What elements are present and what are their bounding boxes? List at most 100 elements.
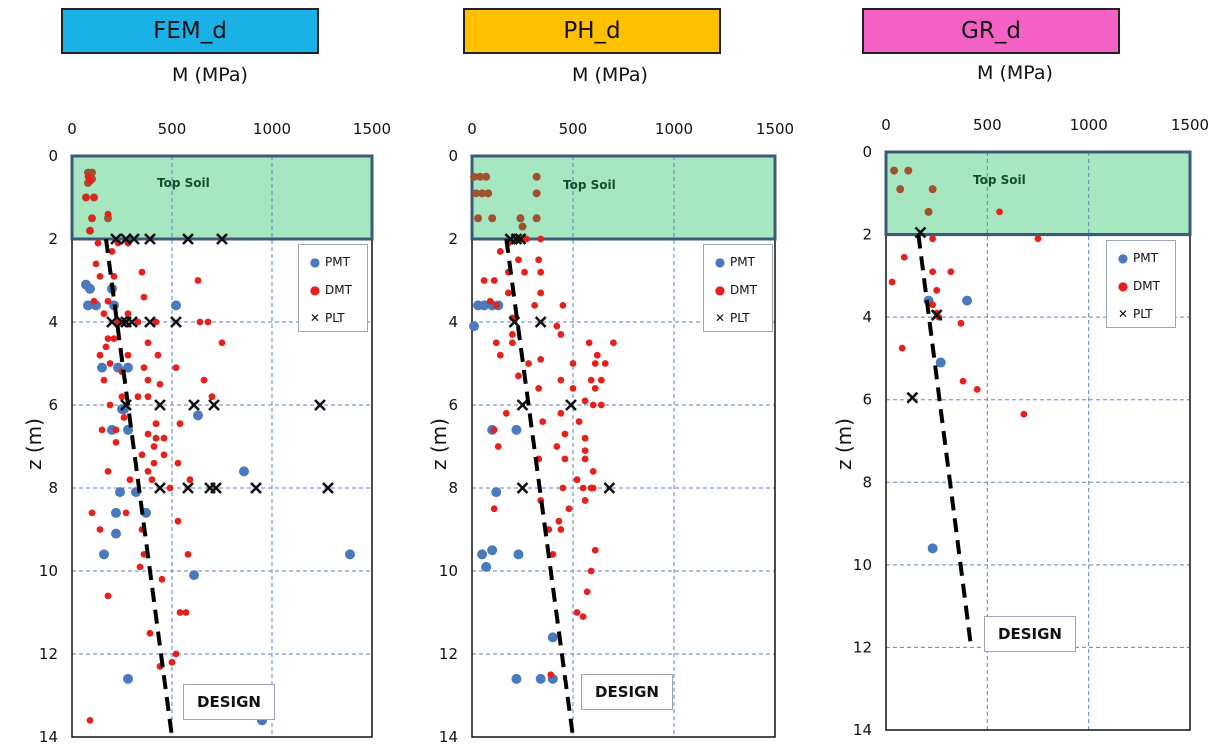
y-tick-label: 6 — [448, 396, 458, 414]
legend-item-dmt: ● DMT — [712, 283, 757, 297]
dmt-point — [144, 393, 152, 401]
x-tick-label: 500 — [973, 116, 1002, 134]
dmt-point — [601, 360, 609, 367]
dmt-point — [120, 414, 128, 421]
plt-point — [906, 391, 919, 404]
plt-point — [126, 316, 138, 328]
y-axis-label: z (m) — [831, 418, 856, 470]
legend-pmt-marker: ● — [309, 255, 321, 269]
dmt-point — [126, 476, 134, 484]
legend-pmt-label: PMT — [325, 255, 350, 269]
pmt-point — [111, 528, 121, 539]
pmt-point — [123, 673, 133, 684]
dmt-point — [86, 177, 94, 185]
dmt-point — [597, 376, 605, 384]
y-tick-label: 4 — [448, 313, 458, 331]
dmt-point — [172, 650, 180, 658]
legend: ● PMT ● DMT ✕ PLT — [703, 244, 773, 332]
dmt-point — [535, 385, 543, 392]
dmt-point — [196, 318, 204, 326]
plt-stroke — [930, 309, 943, 321]
top-soil-band — [884, 150, 1192, 237]
dmt-point — [82, 194, 90, 201]
plt-point — [144, 316, 156, 328]
legend: ● PMT ● DMT ✕ PLT — [1106, 240, 1176, 328]
pmt-point — [535, 673, 546, 684]
dmt-point — [591, 360, 599, 367]
top-soil-point — [478, 189, 487, 198]
y-axis-label: z (m) — [21, 418, 46, 470]
dmt-point — [996, 208, 1003, 216]
plt-stroke — [210, 482, 222, 494]
dmt-point — [947, 268, 955, 276]
dmt-point — [549, 551, 557, 558]
plt-stroke — [514, 233, 527, 245]
legend-plt-label: PLT — [1133, 307, 1153, 321]
x-axis-label: M (MPa) — [172, 64, 248, 86]
dmt-point — [504, 289, 512, 297]
pmt-point — [513, 549, 524, 560]
dmt-point — [172, 364, 180, 372]
plt-point — [128, 233, 140, 245]
pmt-point — [171, 300, 181, 311]
dmt-point — [98, 426, 106, 434]
x-tick-label: 1000 — [1070, 116, 1108, 134]
y-tick-label: 2 — [862, 226, 872, 244]
x-axis-label: M (MPa) — [977, 62, 1053, 84]
dmt-point — [100, 376, 108, 384]
dmt-point — [521, 268, 528, 276]
dmt-point — [569, 360, 577, 367]
top-soil-point — [476, 172, 485, 181]
dmt-point — [579, 613, 587, 621]
dmt-point — [104, 592, 112, 600]
plt-stroke — [322, 482, 334, 494]
y-tick-label: 8 — [862, 473, 872, 491]
legend-dmt-marker: ● — [1117, 279, 1129, 293]
dmt-point — [102, 343, 110, 351]
dmt-point — [88, 214, 96, 222]
dmt-point — [557, 376, 565, 384]
dmt-point — [579, 484, 587, 492]
plt-point — [110, 233, 122, 245]
top-soil-label: Top Soil — [157, 176, 210, 190]
x-axis-label: M (MPa) — [572, 64, 648, 86]
dmt-point — [154, 351, 162, 359]
plt-point — [106, 316, 118, 328]
legend-dmt-label: DMT — [325, 283, 352, 297]
dmt-point — [122, 509, 130, 517]
legend: ● PMT ● DMT ✕ PLT — [298, 244, 368, 332]
dmt-point — [88, 509, 96, 517]
dmt-point — [144, 339, 152, 347]
dmt-point — [150, 459, 158, 467]
dmt-point — [1020, 410, 1028, 418]
legend-pmt-label: PMT — [730, 255, 755, 269]
dmt-point — [90, 297, 98, 305]
dmt-point — [502, 409, 510, 417]
dmt-point — [158, 575, 166, 583]
dmt-point — [152, 434, 160, 442]
design-label: DESIGN — [984, 616, 1076, 652]
top-soil-point — [928, 185, 937, 194]
dmt-point — [94, 239, 102, 247]
top-soil-point — [518, 222, 527, 231]
x-tick-label: 500 — [158, 120, 187, 138]
dmt-point — [509, 331, 516, 338]
top-soil-point — [532, 189, 541, 198]
dmt-point — [106, 401, 114, 409]
dmt-point — [591, 385, 599, 392]
y-tick-label: 0 — [48, 147, 58, 165]
plt-stroke — [116, 316, 128, 328]
dmt-point — [557, 526, 565, 533]
plt-point — [508, 316, 521, 328]
x-tick-label: 1500 — [756, 120, 794, 138]
chart-panel-gr: GR_d M (MPa) 0 500 1000 1500 0 2 4 6 8 10 12 14 z (… — [810, 0, 1215, 744]
dmt-point — [539, 418, 547, 425]
top-soil-point — [474, 214, 483, 223]
plt-point — [250, 482, 262, 494]
y-tick-label: 10 — [39, 562, 58, 580]
dmt-point — [589, 468, 597, 475]
x-tick-label: 1500 — [353, 120, 391, 138]
dmt-point — [610, 339, 617, 347]
dmt-point — [140, 364, 148, 372]
plt-point — [565, 399, 577, 411]
